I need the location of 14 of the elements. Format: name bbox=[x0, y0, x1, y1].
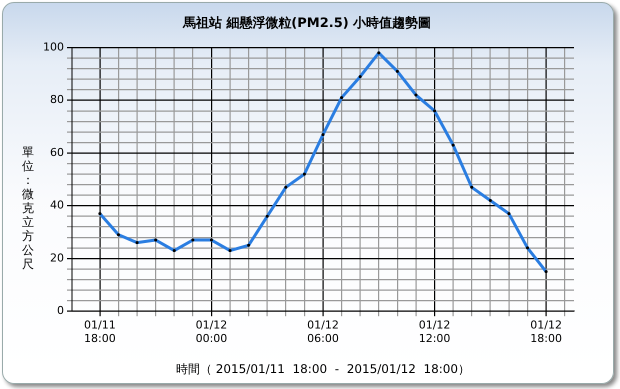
x-tick-label: 01/12 00:00 bbox=[196, 318, 228, 345]
x-axis-title: 時間（ 2015/01/11 18:00 - 2015/01/12 18:00） bbox=[176, 362, 470, 376]
text: 單位：微克立方公尺 bbox=[22, 145, 34, 271]
y-tick-label: 100 bbox=[42, 40, 64, 54]
x-tick-label: 01/12 06:00 bbox=[307, 318, 339, 345]
y-tick-label: 80 bbox=[50, 93, 64, 106]
chart-title: 馬祖站 細懸浮微粒(PM2.5) 小時值趨勢圖 bbox=[182, 15, 432, 32]
y-tick-label: 20 bbox=[50, 251, 64, 264]
x-tick-label: 01/11 18:00 bbox=[84, 318, 116, 345]
x-tick-label: 01/12 12:00 bbox=[418, 318, 450, 345]
y-tick-label: 0 bbox=[56, 304, 64, 318]
y-tick-label: 40 bbox=[50, 198, 64, 212]
x-tick-label: 01/12 18:00 bbox=[530, 318, 562, 345]
y-tick-label: 60 bbox=[50, 146, 64, 159]
